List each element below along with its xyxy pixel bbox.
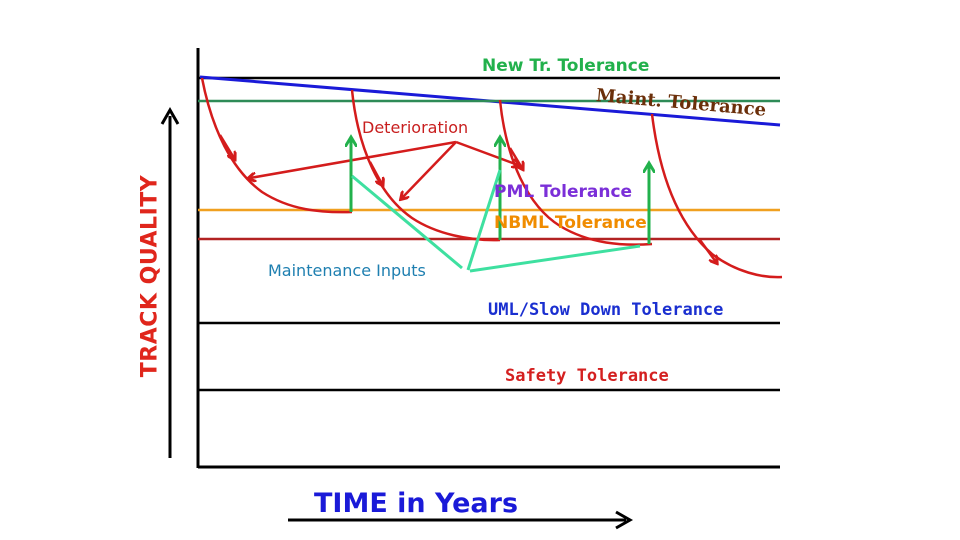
- arrow-up-icon: [160, 106, 180, 125]
- x-axis-label: TIME in Years: [314, 488, 519, 519]
- safety-tolerance-label: Safety Tolerance: [505, 366, 669, 386]
- arrow-right-icon: [615, 510, 634, 530]
- curve-arrow-2: [368, 161, 382, 184]
- new-track-tolerance-label: New Tr. Tolerance: [482, 56, 650, 76]
- maintenance-inputs-label: Maintenance Inputs: [268, 261, 426, 280]
- nbml-tolerance-label: NBML Tolerance: [494, 213, 647, 233]
- deterioration-curve-1: [200, 77, 353, 214]
- deterioration-curve-3: [498, 99, 653, 246]
- maintenance-pointer-1: [351, 174, 463, 270]
- y-axis-label: TRACK QUALITY: [137, 174, 163, 378]
- uml-tolerance-label: UML/Slow Down Tolerance: [488, 300, 724, 320]
- deterioration-pointer-2: [402, 141, 457, 198]
- deterioration-curve-4: [650, 113, 783, 279]
- deterioration-pointer-3: [455, 140, 518, 165]
- deterioration-curve-2: [350, 89, 501, 242]
- maintenance-pointer-3: [469, 244, 641, 273]
- pml-tolerance-label: PML Tolerance: [494, 182, 633, 202]
- maintenance-pointer-2: [466, 169, 502, 271]
- deterioration-label: Deterioration: [362, 118, 469, 137]
- curve-arrow-1: [218, 134, 234, 158]
- curve-arrow-4: [698, 239, 716, 262]
- deterioration-pointer-1: [250, 140, 457, 178]
